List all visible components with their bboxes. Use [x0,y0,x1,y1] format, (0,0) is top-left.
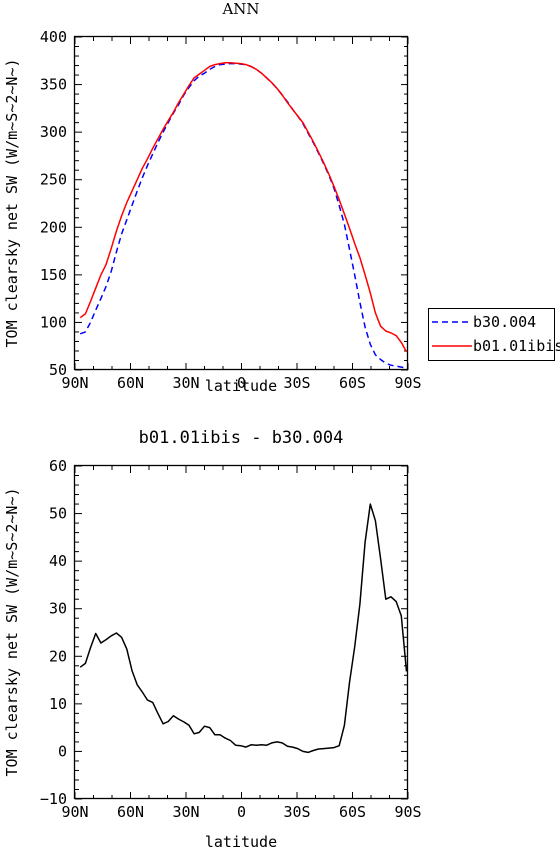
bottom-chart-y-ticks: −10 0 10 20 30 40 50 60 [40,457,408,808]
bottom-chart-title: b01.01ibis - b30.004 [139,428,344,448]
bottom-chart-x-ticks: 90N 60N 30N 0 30S 60S 90S [61,466,422,821]
y-tick-label: 150 [40,266,67,284]
legend-box [428,308,555,361]
y-tick-label: 250 [40,171,67,189]
bottom-chart-series [79,503,408,754]
series-line-b01-01ibis [79,61,408,353]
top-chart-title: ANN [221,0,259,18]
series-line-b30-004 [79,62,407,369]
y-tick-label: 20 [49,647,67,665]
y-tick-label: 60 [49,457,67,475]
y-tick-label: 50 [49,505,67,523]
top-chart-x-ticks: 90N 60N 30N 0 30S 60S 90S [61,37,422,392]
x-tick-label: 90N [61,803,88,821]
bottom-chart-y-axis-label: TOM clearsky net SW (W/m~S~2~N~) [3,488,21,777]
x-tick-label: 90S [394,803,421,821]
top-chart-y-ticks: 50 100 150 200 250 300 350 400 [40,28,408,379]
top-chart-y-axis-label: TOM clearsky net SW (W/m~S~2~N~) [3,59,21,348]
y-tick-label: −10 [40,790,67,808]
y-tick-label: 10 [49,695,67,713]
y-tick-label: 100 [40,313,67,331]
y-tick-label: 30 [49,600,67,618]
legend-label-b30-004: b30.004 [473,313,536,331]
y-tick-label: 300 [40,123,67,141]
series-line-bottom-difference [79,503,408,754]
top-chart-series [79,61,408,369]
x-tick-label: 30N [172,803,199,821]
bottom-chart-panel: b01.01ibis - b30.004 90N 60N 30N 0 30S 60S 90S… [3,428,422,851]
x-tick-label: 30S [283,803,310,821]
y-tick-label: 50 [49,361,67,379]
x-tick-label: 60S [339,803,366,821]
y-tick-label: 400 [40,28,67,46]
top-chart-legend: b30.004 b01.01ibis [428,308,560,361]
x-tick-label: 60N [117,374,144,392]
x-tick-label: 60S [339,374,366,392]
x-tick-label: 90S [394,374,421,392]
y-tick-label: 0 [58,742,67,760]
top-chart-x-axis-label: latitude [205,377,277,395]
x-tick-label: 90N [61,374,88,392]
x-tick-label: 60N [117,803,144,821]
legend-label-b01-01ibis: b01.01ibis [473,337,560,355]
x-tick-label: 30S [283,374,310,392]
x-tick-label: 30N [172,374,199,392]
x-tick-label: 0 [237,374,246,392]
bottom-chart-x-axis-label: latitude [205,833,277,851]
y-tick-label: 40 [49,552,67,570]
bottom-chart-plot-frame [73,464,409,800]
top-chart-plot-frame [73,35,409,371]
y-tick-label: 200 [40,218,67,236]
y-tick-label: 350 [40,76,67,94]
top-chart-panel: ANN 90N 60N 30N 0 30S 60S 90S 50 100 150 200 250 30… [3,0,422,395]
x-tick-label: 0 [237,803,246,821]
